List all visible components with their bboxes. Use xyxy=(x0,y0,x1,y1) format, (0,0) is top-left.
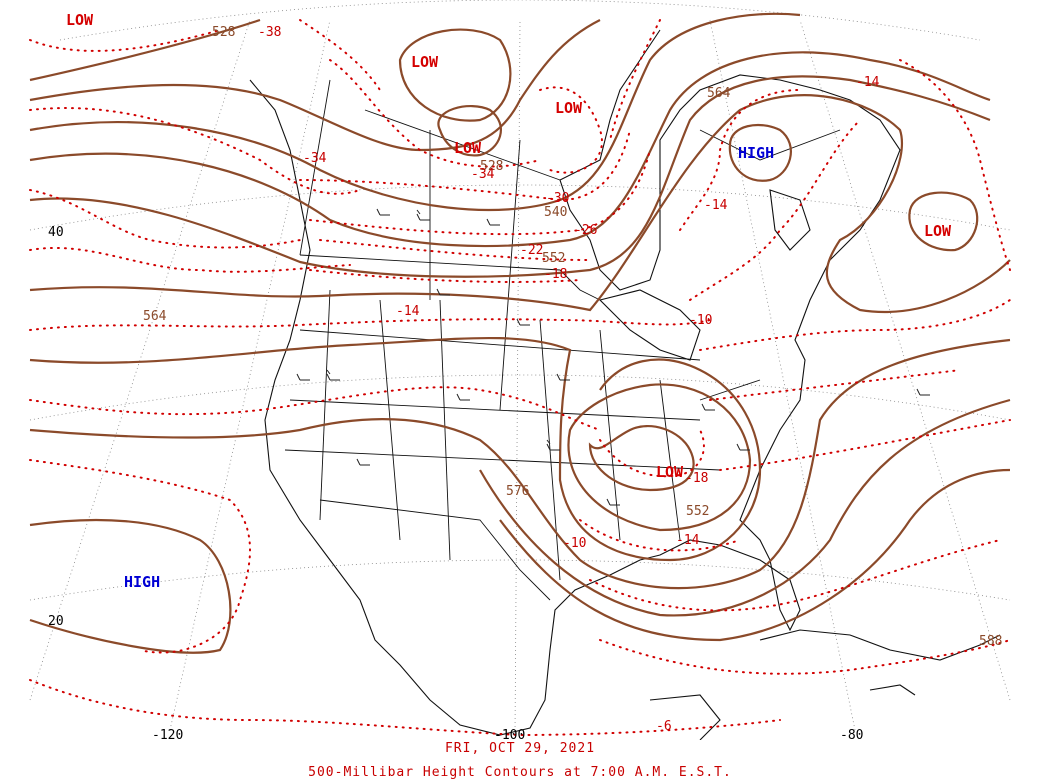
height-label: 528 xyxy=(212,25,235,40)
low-label: LOW xyxy=(555,99,583,117)
low-label: LOW xyxy=(411,53,439,71)
map-canvas: LOW LOW LOW LOW LOW LOW HIGH HIGH 528 52… xyxy=(29,0,1011,740)
height-label: 576 xyxy=(506,484,529,499)
map-title: 500-Millibar Height Contours at 7:00 A.M… xyxy=(308,765,732,780)
height-label: 564 xyxy=(707,86,731,101)
temp-label: -10 xyxy=(689,313,712,328)
height-labels: 528 528 540 552 564 564 552 576 588 xyxy=(143,25,1002,649)
wind-barbs xyxy=(296,208,930,506)
lon-label: -100 xyxy=(494,728,525,740)
lon-label: -80 xyxy=(840,728,863,740)
low-label: LOW xyxy=(924,222,952,240)
high-label: HIGH xyxy=(124,573,160,591)
temp-label: -14 xyxy=(676,533,700,548)
temp-label: -30 xyxy=(546,191,569,206)
height-label: 528 xyxy=(480,159,503,174)
temp-label: -6 xyxy=(656,719,672,734)
low-label: LOW xyxy=(66,11,94,29)
temp-label: -26 xyxy=(574,223,597,238)
height-contours xyxy=(29,12,1011,654)
height-label: 588 xyxy=(979,634,1002,649)
height-label: 564 xyxy=(143,309,167,324)
low-label: LOW xyxy=(454,139,482,157)
temp-label: -14 xyxy=(704,198,728,213)
high-label: HIGH xyxy=(738,144,774,162)
temp-label: -34 xyxy=(471,167,495,182)
temp-label: -14 xyxy=(856,75,880,90)
graticule xyxy=(29,0,1011,736)
lat-label: 20 xyxy=(48,614,64,629)
axis-labels: 40 20 -120 -100 -80 xyxy=(48,225,863,740)
temp-label: -14 xyxy=(396,304,420,319)
temp-label: -34 xyxy=(303,151,327,166)
map-date: FRI, OCT 29, 2021 xyxy=(444,741,596,756)
low-label: LOW xyxy=(656,463,684,481)
height-label: 552 xyxy=(542,251,565,266)
temp-label: -22 xyxy=(520,243,543,258)
isotherms xyxy=(29,19,1011,737)
temperature-labels: -38 -34 -34 -30 -26 -22 -18 -14 -14 -14 … xyxy=(258,25,880,734)
temp-label: -18 xyxy=(544,267,567,282)
lon-label: -120 xyxy=(152,728,183,740)
lat-label: 40 xyxy=(48,225,64,240)
temp-label: -38 xyxy=(258,25,281,40)
temp-label: -10 xyxy=(563,536,586,551)
height-label: 540 xyxy=(544,205,567,220)
temp-label: -18 xyxy=(685,471,708,486)
pressure-centers: LOW LOW LOW LOW LOW LOW HIGH HIGH xyxy=(66,11,952,591)
height-label: 552 xyxy=(686,504,709,519)
